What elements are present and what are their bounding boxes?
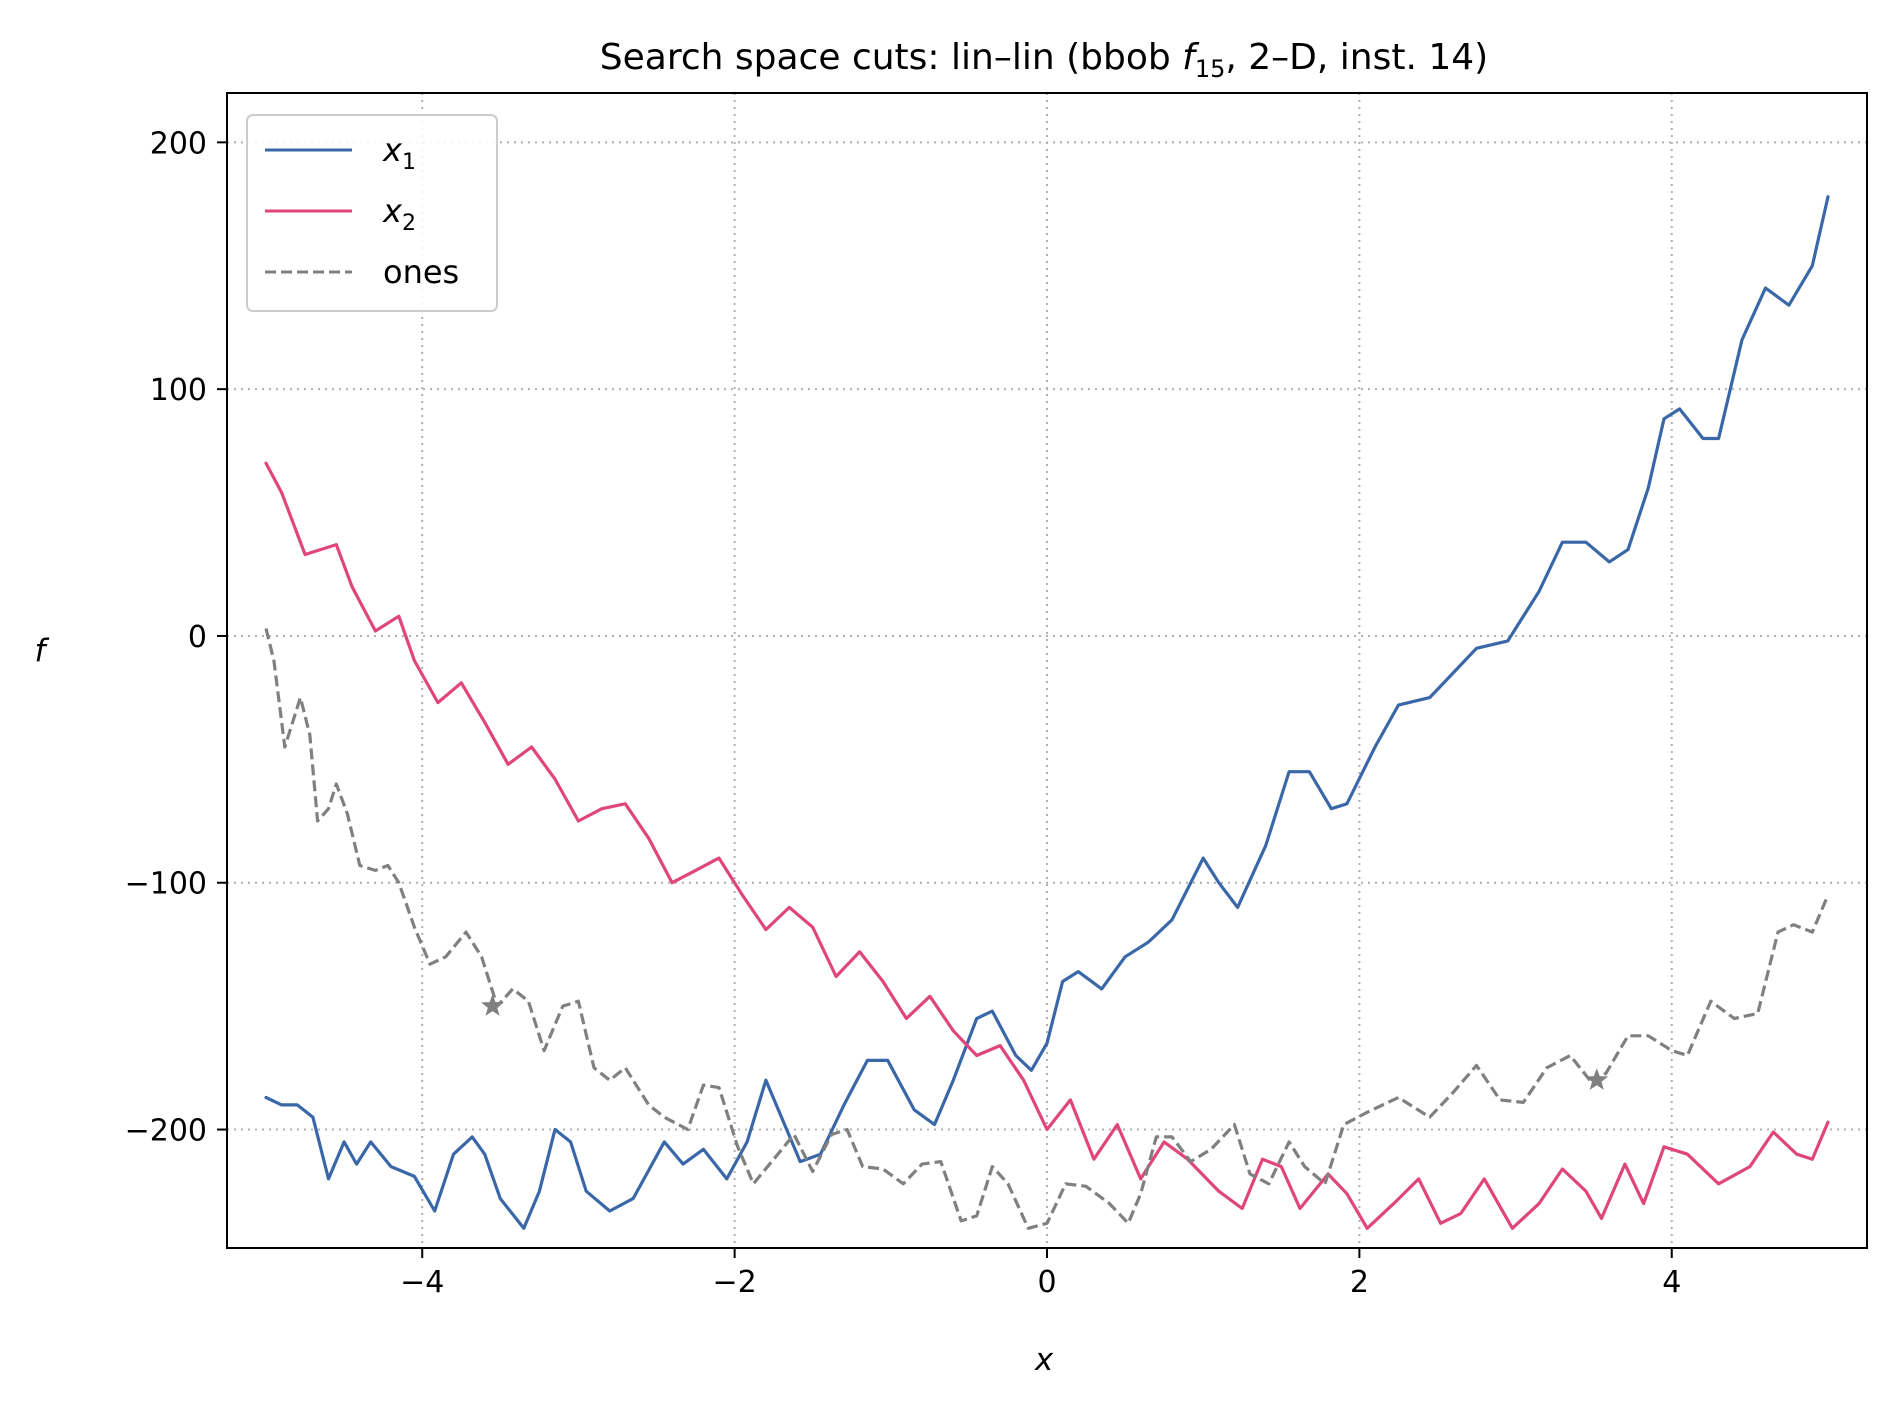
y-tick-label: −200 — [125, 1114, 207, 1149]
plot-frame — [226, 92, 1868, 1249]
y-tick-label: 200 — [150, 126, 207, 161]
x-axis-label: x — [1034, 1342, 1054, 1378]
x-tick-label: −2 — [713, 1265, 757, 1300]
series-line-x1 — [264, 195, 1830, 1230]
chart-title: Search space cuts: lin–lin (bbob f15, 2–… — [600, 37, 1488, 83]
series-line-x2 — [264, 461, 1830, 1230]
series-line-ones — [264, 628, 1830, 1230]
grid — [227, 93, 1867, 1248]
x-tick-label: 2 — [1350, 1265, 1369, 1300]
star-marker — [481, 994, 504, 1016]
y-tick-label: 0 — [188, 620, 207, 655]
legend-label-ones: ones — [383, 253, 459, 291]
x-tick-label: 4 — [1662, 1265, 1681, 1300]
y-tick-label: −100 — [125, 867, 207, 902]
legend: x1 x2 ones — [246, 114, 498, 312]
star-marker — [1585, 1068, 1609, 1090]
legend-box — [246, 114, 498, 312]
legend-label-x2: x2 — [382, 192, 416, 236]
legend-label-x1: x1 — [382, 131, 416, 175]
x-tick-label: 0 — [1037, 1265, 1056, 1300]
ticks: −4 −2 0 2 4 200 100 0 −100 −200 — [125, 126, 1682, 1300]
y-tick-label: 100 — [150, 373, 207, 408]
x-tick-label: −4 — [400, 1265, 444, 1300]
series-group — [264, 195, 1830, 1230]
